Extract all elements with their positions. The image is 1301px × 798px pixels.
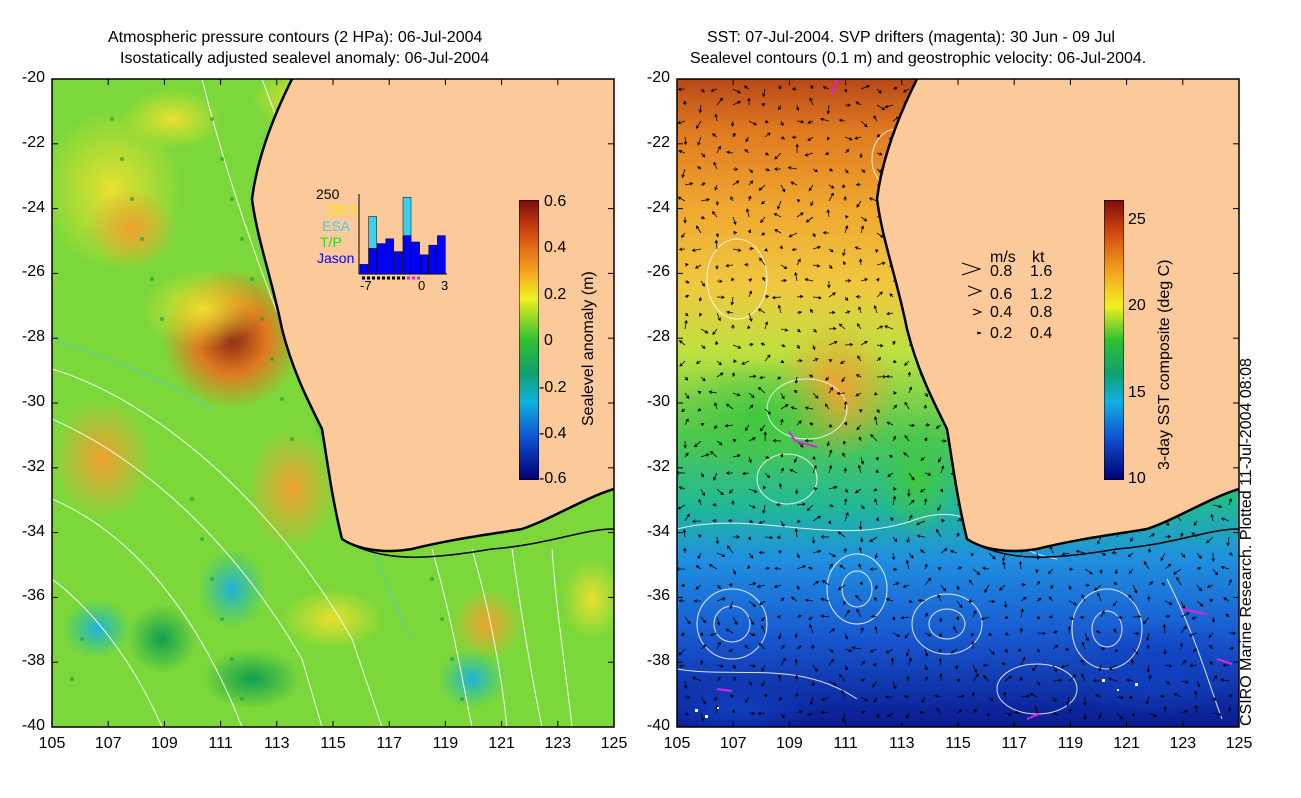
left_panel-xtick-10: 125 xyxy=(600,735,628,752)
left_panel-xtick-9: 123 xyxy=(544,735,572,752)
right-axes xyxy=(676,78,1240,728)
left_panel-ytick-9: -38 xyxy=(21,652,45,670)
right_panel-ytick-7: -34 xyxy=(646,522,670,540)
right_panel-ytick-8: -36 xyxy=(646,587,670,605)
left-inset-xlabel-max: 3 xyxy=(441,278,449,293)
left-cb-tick-3: 0 xyxy=(544,332,553,349)
left_panel-xtick-5: 115 xyxy=(320,735,346,752)
right_panel-ytick-1: -22 xyxy=(646,133,670,151)
left_panel-ytick-8: -36 xyxy=(21,587,45,605)
right_panel-xtick-8: 121 xyxy=(1113,735,1140,752)
left-inset-ymax: 250 xyxy=(316,186,340,202)
right_panel-ytick-2: -24 xyxy=(646,198,670,216)
velocity-legend-kt-header: kt xyxy=(1032,249,1045,266)
velocity-legend-kt-3: 0.4 xyxy=(1030,325,1053,342)
left_panel-xtick-2: 109 xyxy=(151,735,178,752)
velocity-legend-kt-0: 1.6 xyxy=(1030,263,1053,280)
right_panel-ytick-3: -26 xyxy=(646,263,670,281)
left-cb-tick-6: -0.6 xyxy=(539,470,567,487)
left_panel-ytick-1: -22 xyxy=(21,133,45,151)
left_panel-xtick-8: 121 xyxy=(488,735,515,752)
left_panel-ytick-3: -26 xyxy=(21,263,45,281)
right_panel-ytick-0: -20 xyxy=(646,69,670,86)
right_panel-ytick-6: -32 xyxy=(646,457,670,475)
left_panel-ytick-0: -20 xyxy=(21,69,45,86)
velocity-legend-ms-2: 0.4 xyxy=(990,304,1013,321)
right_panel-xtick-5: 115 xyxy=(945,735,971,752)
right-cb-tick-0: 25 xyxy=(1128,211,1146,228)
left_panel-xtick-1: 107 xyxy=(94,735,122,752)
right_panel-xtick-2: 109 xyxy=(776,735,803,752)
inset-bar-jason-5 xyxy=(402,235,412,275)
velocity-legend-ms-0: 0.8 xyxy=(990,263,1013,280)
inset-bar-jason-2 xyxy=(376,243,386,275)
right_panel-ytick-10: -40 xyxy=(646,717,670,734)
left-cb-tick-0: 0.6 xyxy=(544,193,567,210)
left_panel-xtick-7: 119 xyxy=(432,735,459,752)
left-title-line1: Atmospheric pressure contours (2 HPa): 0… xyxy=(108,29,483,46)
right-cb-tick-1: 20 xyxy=(1128,297,1146,314)
inset-bar-jason-4 xyxy=(394,251,403,275)
inset-bar-jason-9 xyxy=(437,235,446,275)
velocity-legend-kt-2: 0.8 xyxy=(1030,304,1053,321)
velocity-legend-ms-3: 0.2 xyxy=(990,325,1013,342)
inset-bar-jason-3 xyxy=(385,238,395,275)
inset-bar-jason-8 xyxy=(428,244,438,275)
velocity-legend-arrows xyxy=(961,262,983,335)
right_panel-ytick-5: -30 xyxy=(646,393,670,410)
left_panel-xtick-4: 113 xyxy=(264,735,290,752)
left-inset-legend-jason: Jason xyxy=(317,250,355,266)
left_panel-ytick-2: -24 xyxy=(21,198,45,216)
right-title-line1: SST: 07-Jul-2004. SVP drifters (magenta)… xyxy=(707,29,1115,46)
left-inset-legend-gfo: GFO xyxy=(326,202,357,218)
left-inset-legend-tp: T/P xyxy=(320,234,342,250)
left-cb-tick-5: -0.4 xyxy=(539,425,567,442)
right_panel-xtick-4: 113 xyxy=(889,735,915,752)
inset-bar-jason-1 xyxy=(368,248,377,275)
left_panel-xtick-3: 111 xyxy=(208,735,233,752)
left-cb-tick-1: 0.4 xyxy=(544,239,567,256)
right_panel-xtick-7: 119 xyxy=(1057,735,1084,752)
right_panel-ytick-9: -38 xyxy=(646,652,670,670)
right_panel-xtick-6: 117 xyxy=(1001,735,1027,752)
left_panel-xtick-0: 105 xyxy=(38,735,66,752)
right_panel-xtick-9: 123 xyxy=(1169,735,1197,752)
right_panel-xtick-10: 125 xyxy=(1225,735,1253,752)
right-cb-tick-2: 15 xyxy=(1128,384,1146,401)
left_panel-ytick-7: -34 xyxy=(21,522,45,540)
velocity-legend-kt-1: 1.2 xyxy=(1030,286,1053,303)
inset-bar-jason-0 xyxy=(359,264,369,275)
left-axes xyxy=(51,78,615,728)
left-inset-histogram xyxy=(358,194,447,280)
left-colorbar xyxy=(519,200,539,480)
right-title-line2: Sealevel contours (0.1 m) and geostrophi… xyxy=(690,50,1147,67)
right-map xyxy=(677,79,1239,727)
left-title-line2: Isostatically adjusted sealevel anomaly:… xyxy=(120,50,490,67)
left_panel-xtick-6: 117 xyxy=(376,735,402,752)
left_panel-ytick-10: -40 xyxy=(21,717,45,734)
left-cb-tick-4: -0.2 xyxy=(539,379,567,396)
right_panel-ytick-4: -28 xyxy=(646,328,670,346)
left-inset-legend-esa: ESA xyxy=(322,218,351,234)
right-colorbar xyxy=(1104,200,1124,480)
right_panel-xtick-0: 105 xyxy=(663,735,691,752)
inset-bar-jason-6 xyxy=(411,241,420,275)
right_panel-xtick-3: 111 xyxy=(833,735,858,752)
right_panel-xtick-1: 107 xyxy=(719,735,747,752)
left_panel-ytick-5: -30 xyxy=(21,393,45,410)
inset-bar-jason-7 xyxy=(419,254,429,275)
right-cb-tick-3: 10 xyxy=(1128,470,1146,487)
left_panel-ytick-4: -28 xyxy=(21,328,45,346)
left-cb-tick-2: 0.2 xyxy=(544,286,567,303)
left-inset-xlabel-min: -7 xyxy=(360,278,372,293)
velocity-legend-ms-1: 0.6 xyxy=(990,286,1013,303)
left-inset-xlabel-zero: 0 xyxy=(418,278,426,293)
left_panel-ytick-6: -32 xyxy=(21,457,45,475)
velocity-legend-ms-header: m/s xyxy=(990,249,1016,266)
